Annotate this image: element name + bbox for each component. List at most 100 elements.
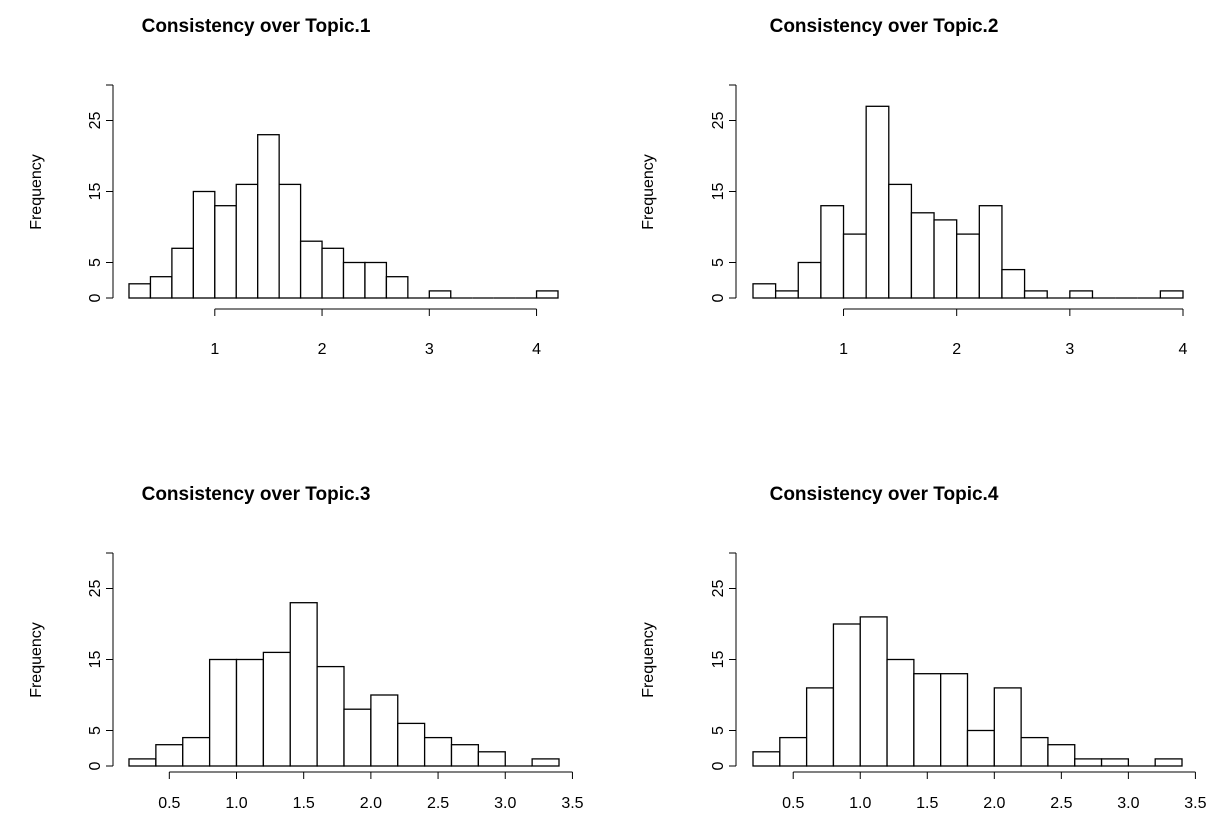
histogram-bar — [859, 616, 888, 767]
histogram-bar — [477, 751, 506, 767]
histogram-bar — [752, 751, 781, 767]
histogram-panel-2: Consistency over Topic.2 Frequency 0 5 15 25 1… — [640, 16, 1188, 358]
x-tick-label: 3.0 — [494, 795, 516, 812]
histogram-bar — [1154, 758, 1183, 767]
histogram-bar — [774, 290, 799, 299]
y-axis-label: Frequency — [28, 622, 45, 698]
y-tick-label: 15 — [710, 183, 727, 201]
y-tick-label: 5 — [710, 258, 727, 267]
histogram-bar — [940, 673, 969, 767]
x-tick-label: 1.5 — [916, 795, 938, 812]
x-tick-label: 2.5 — [1050, 795, 1072, 812]
histogram-bar — [978, 205, 1003, 299]
x-tick-label: 2 — [952, 341, 961, 358]
histogram-bar — [865, 105, 890, 299]
histogram-bar — [155, 744, 184, 767]
y-tick-label: 25 — [87, 112, 104, 130]
histogram-bar — [128, 758, 157, 767]
histogram-bar — [192, 190, 216, 299]
histogram-bar — [257, 134, 280, 299]
histogram-bar — [886, 658, 915, 767]
histogram-bar — [149, 276, 173, 299]
y-tick-label: 15 — [710, 651, 727, 669]
histogram-bar — [262, 651, 291, 767]
histogram-bar — [385, 276, 409, 299]
x-tick-label: 1.5 — [293, 795, 315, 812]
y-axis-label: Frequency — [640, 154, 657, 230]
x-tick-label: 1 — [210, 341, 219, 358]
histogram-bar — [933, 219, 958, 299]
y-tick-label: 0 — [710, 761, 727, 770]
histogram-bar — [428, 290, 452, 299]
histogram-bar — [956, 233, 980, 299]
histogram-bar — [797, 261, 822, 299]
x-tick-label: 1.0 — [849, 795, 871, 812]
histogram-bar — [397, 722, 426, 767]
histogram-bar — [832, 623, 861, 767]
y-tick-label: 0 — [87, 761, 104, 770]
histogram-bar — [214, 205, 237, 299]
histogram-bar — [316, 665, 345, 767]
chart-title: Consistency over Topic.1 — [142, 16, 371, 37]
y-tick-label: 25 — [710, 112, 727, 130]
y-tick-label: 15 — [87, 183, 104, 201]
x-tick-label: 4 — [532, 341, 541, 358]
histogram-bar — [1159, 290, 1184, 299]
histogram-bar — [423, 736, 453, 767]
histogram-bar — [1074, 758, 1103, 767]
x-tick-label: 3 — [1065, 341, 1074, 358]
histogram-bar — [913, 673, 942, 767]
y-tick-label: 5 — [710, 726, 727, 735]
histogram-bar — [910, 212, 935, 299]
histogram-bar — [1069, 290, 1094, 299]
histogram-bar — [278, 183, 302, 299]
y-axis-label: Frequency — [28, 154, 45, 230]
histogram-bar — [993, 687, 1022, 767]
histogram-bar — [343, 708, 372, 767]
y-tick-label: 0 — [87, 293, 104, 302]
x-tick-label: 2.0 — [983, 795, 1005, 812]
x-tick-label: 1.0 — [225, 795, 247, 812]
histogram-bar — [342, 261, 366, 299]
y-axis-label: Frequency — [640, 622, 657, 698]
histogram-bar — [208, 658, 238, 767]
histogram-panel-1: Consistency over Topic.1 Frequency 0 5 15 25 1… — [28, 16, 559, 358]
histogram-panel-3: Consistency over Topic.3 Frequency 0 5 15 25 0… — [28, 484, 584, 812]
x-tick-label: 0.5 — [158, 795, 180, 812]
histogram-bar — [1023, 290, 1048, 299]
histogram-bar — [1020, 736, 1049, 767]
histogram-bar — [805, 687, 835, 767]
histogram-bar — [820, 205, 845, 299]
x-tick-label: 3.5 — [1184, 795, 1206, 812]
chart-title: Consistency over Topic.2 — [770, 16, 999, 37]
histogram-bar — [235, 658, 265, 767]
x-tick-label: 1 — [839, 341, 848, 358]
histogram-bar — [752, 283, 777, 299]
y-tick-label: 25 — [87, 580, 104, 598]
histogram-bar — [531, 758, 560, 767]
histogram-bar — [364, 261, 388, 299]
histogram-bar — [299, 240, 323, 299]
y-tick-label: 5 — [87, 258, 104, 267]
histogram-panel-4: Consistency over Topic.4 Frequency 0 5 15 25 0… — [640, 484, 1207, 812]
x-tick-label: 3.0 — [1117, 795, 1139, 812]
histogram-bar — [779, 736, 808, 767]
histogram-bar — [535, 290, 559, 299]
histogram-bar — [842, 233, 867, 299]
histogram-bar — [370, 694, 399, 767]
histogram-bar — [128, 283, 152, 299]
histogram-bar — [888, 183, 913, 299]
x-tick-label: 2 — [318, 341, 327, 358]
histogram-bar — [321, 247, 345, 299]
histogram-bar — [450, 744, 480, 767]
x-tick-label: 3 — [425, 341, 434, 358]
histogram-bar — [1001, 268, 1026, 299]
y-tick-label: 0 — [710, 293, 727, 302]
chart-title: Consistency over Topic.4 — [770, 484, 999, 505]
histogram-bar — [1100, 758, 1130, 767]
y-tick-label: 15 — [87, 651, 104, 669]
histogram-bar — [171, 247, 194, 299]
x-tick-label: 2.5 — [427, 795, 449, 812]
